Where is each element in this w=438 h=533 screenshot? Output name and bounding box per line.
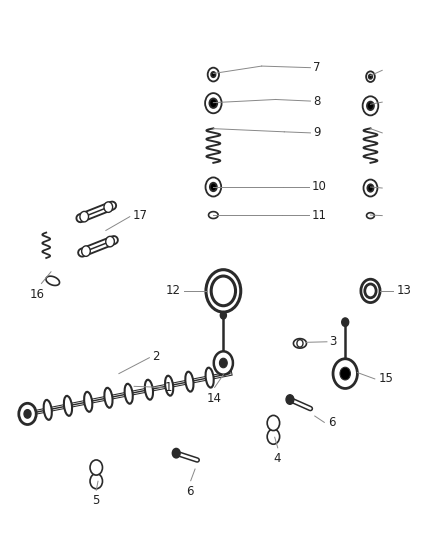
Text: 1: 1 <box>165 381 173 394</box>
Circle shape <box>367 102 374 110</box>
Text: 17: 17 <box>133 208 148 222</box>
Ellipse shape <box>104 388 113 408</box>
Text: 8: 8 <box>313 94 320 108</box>
Circle shape <box>209 99 217 108</box>
Circle shape <box>24 410 31 418</box>
Polygon shape <box>367 213 374 219</box>
Ellipse shape <box>205 368 214 387</box>
Polygon shape <box>46 276 60 286</box>
Circle shape <box>220 312 226 319</box>
Text: 13: 13 <box>396 285 411 297</box>
Circle shape <box>267 429 279 444</box>
Circle shape <box>214 351 233 375</box>
Circle shape <box>172 448 180 458</box>
Ellipse shape <box>64 396 72 416</box>
Text: 6: 6 <box>186 485 194 498</box>
Circle shape <box>363 96 378 115</box>
Ellipse shape <box>145 379 153 400</box>
Polygon shape <box>293 338 307 348</box>
Circle shape <box>364 180 378 197</box>
Ellipse shape <box>124 384 133 403</box>
Circle shape <box>267 415 279 431</box>
Text: 14: 14 <box>206 392 221 405</box>
Text: 10: 10 <box>312 181 327 193</box>
Circle shape <box>80 212 88 222</box>
Circle shape <box>211 72 215 77</box>
Circle shape <box>19 403 36 424</box>
Circle shape <box>366 71 375 82</box>
Text: 11: 11 <box>312 208 327 222</box>
Text: 5: 5 <box>92 495 99 507</box>
Circle shape <box>297 340 303 347</box>
Circle shape <box>219 358 227 368</box>
Ellipse shape <box>165 376 173 395</box>
Circle shape <box>205 93 222 114</box>
Circle shape <box>81 246 90 256</box>
Circle shape <box>90 460 102 475</box>
Text: 6: 6 <box>328 416 336 429</box>
Circle shape <box>90 474 102 489</box>
Ellipse shape <box>185 372 194 392</box>
Circle shape <box>333 359 357 389</box>
Circle shape <box>205 177 221 197</box>
Text: 15: 15 <box>378 373 393 385</box>
Circle shape <box>210 183 217 191</box>
Circle shape <box>342 318 349 326</box>
Text: 7: 7 <box>313 61 321 74</box>
Circle shape <box>367 184 374 192</box>
Circle shape <box>208 68 219 82</box>
Text: 2: 2 <box>152 350 159 362</box>
Ellipse shape <box>44 400 52 420</box>
Text: 12: 12 <box>166 285 181 297</box>
Text: 4: 4 <box>273 452 281 465</box>
Circle shape <box>286 395 294 405</box>
Text: 16: 16 <box>30 288 45 301</box>
Text: 9: 9 <box>313 126 321 140</box>
Circle shape <box>106 236 114 247</box>
Circle shape <box>104 202 113 212</box>
Circle shape <box>369 75 372 79</box>
Text: 3: 3 <box>329 335 337 348</box>
Circle shape <box>340 367 350 380</box>
Ellipse shape <box>84 392 92 412</box>
Polygon shape <box>208 212 218 219</box>
